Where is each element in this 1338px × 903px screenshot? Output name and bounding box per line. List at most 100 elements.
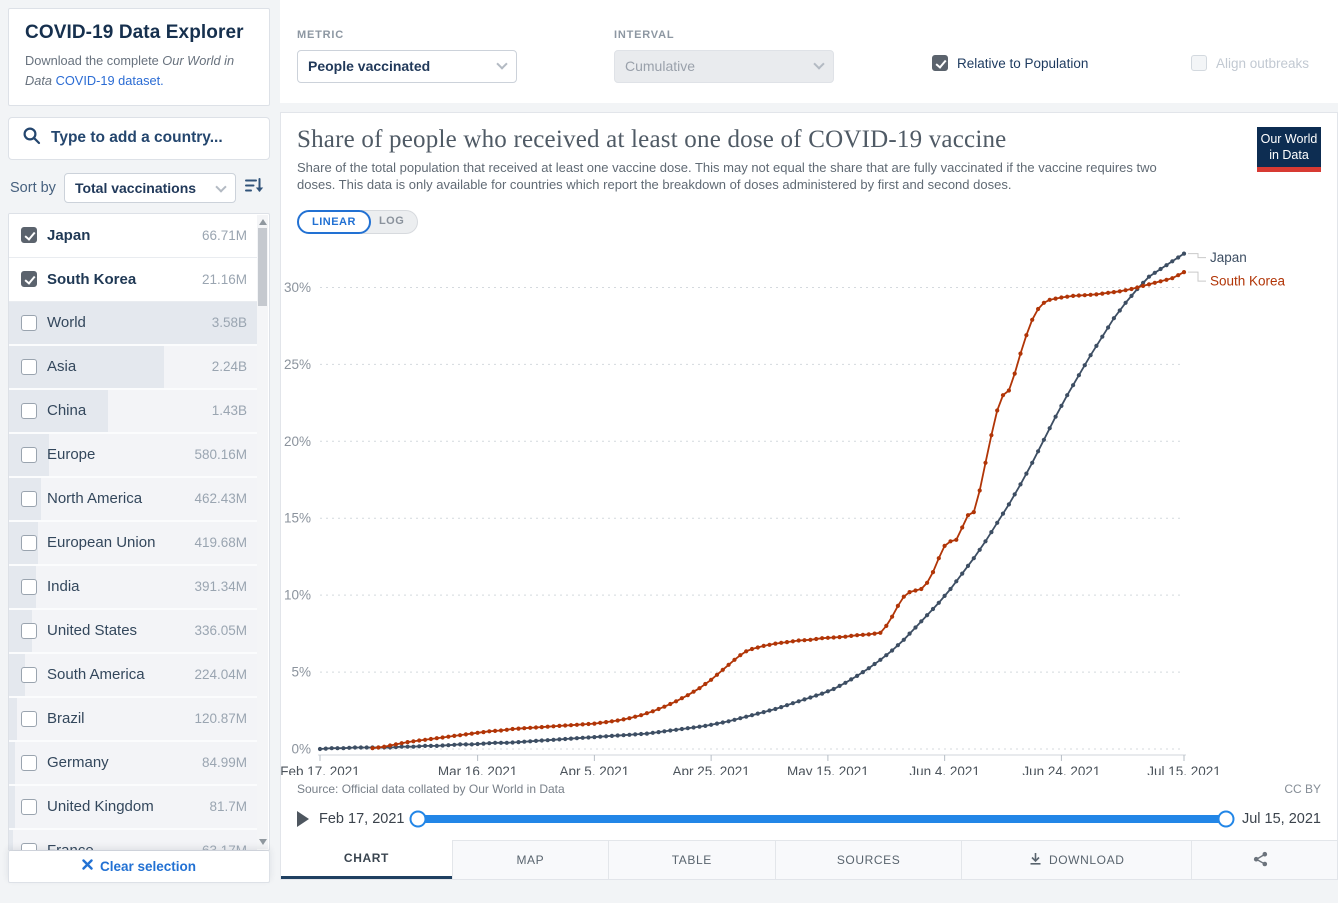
country-value: 21.16M	[201, 271, 247, 287]
svg-text:Jun 24, 2021: Jun 24, 2021	[1022, 764, 1100, 775]
country-checkbox[interactable]	[21, 358, 37, 375]
country-checkbox[interactable]	[21, 534, 37, 551]
logo-red-bar	[1257, 166, 1321, 172]
country-row[interactable]: World 3.58B	[9, 301, 257, 346]
svg-text:Apr 25, 2021: Apr 25, 2021	[672, 764, 749, 775]
country-row[interactable]: France 63.17M	[9, 829, 257, 851]
scroll-up-icon[interactable]	[259, 218, 267, 225]
metric-select[interactable]: People vaccinated	[297, 50, 517, 83]
country-checkbox[interactable]	[21, 402, 37, 419]
explorer-description: Download the complete Our World in Data …	[25, 53, 235, 88]
timeline-handle-start[interactable]	[409, 810, 427, 828]
country-name: World	[47, 314, 86, 332]
owid-logo[interactable]: Our World in Data	[1257, 127, 1321, 172]
country-checkbox[interactable]	[21, 842, 37, 850]
country-row[interactable]: India 391.34M	[9, 565, 257, 610]
country-row[interactable]: South Korea 21.16M	[9, 257, 257, 302]
country-value: 391.34M	[194, 579, 247, 595]
timeline-start-date: Feb 17, 2021	[319, 811, 405, 828]
country-row[interactable]: South America 224.04M	[9, 653, 257, 698]
country-list: Japan 66.71M South Korea 21.16M World 3.…	[8, 212, 270, 851]
country-value-bar	[9, 697, 18, 740]
license-link[interactable]: CC BY	[1284, 782, 1321, 797]
country-value-bar	[9, 301, 257, 344]
search-input[interactable]	[51, 129, 259, 148]
sort-direction-icon[interactable]	[244, 176, 264, 200]
svg-text:Jul 15, 2021: Jul 15, 2021	[1147, 764, 1221, 775]
country-row[interactable]: Japan 66.71M	[9, 213, 257, 258]
scrollbar-thumb[interactable]	[258, 227, 267, 306]
country-name: Japan	[47, 226, 91, 244]
tab-table[interactable]: TABLE	[607, 840, 775, 879]
tab-share[interactable]	[1190, 840, 1337, 879]
explorer-header-card: COVID-19 Data Explorer Download the comp…	[8, 8, 270, 106]
country-value: 84.99M	[201, 755, 247, 771]
country-value-bar	[9, 609, 33, 652]
country-checkbox[interactable]	[21, 578, 37, 595]
timeline-track[interactable]	[409, 810, 1235, 828]
country-checkbox[interactable]	[21, 490, 37, 507]
source-text: Source: Official data collated by Our Wo…	[297, 782, 565, 797]
sort-row: Sort by Total vaccinations	[10, 172, 270, 203]
country-checkbox[interactable]	[21, 271, 37, 288]
timeline: Feb 17, 2021 Jul 15, 2021	[297, 806, 1321, 832]
play-icon[interactable]	[297, 811, 309, 828]
country-value: 81.7M	[209, 799, 247, 815]
country-name: South America	[47, 666, 145, 684]
country-checkbox[interactable]	[21, 314, 37, 331]
source-row: Source: Official data collated by Our Wo…	[281, 780, 1337, 796]
country-row[interactable]: European Union 419.68M	[9, 521, 257, 566]
country-name: India	[47, 578, 80, 596]
dataset-link-2[interactable]: dataset.	[114, 72, 164, 88]
country-row[interactable]: Europe 580.16M	[9, 433, 257, 478]
country-search-box[interactable]	[8, 116, 270, 160]
country-row[interactable]: Asia 2.24B	[9, 345, 257, 390]
tab-map[interactable]: MAP	[451, 840, 608, 879]
relative-to-population-toggle[interactable]: Relative to Population	[932, 55, 1088, 71]
timeline-handle-end[interactable]	[1217, 810, 1235, 828]
country-name: North America	[47, 490, 143, 508]
country-value: 224.04M	[194, 667, 247, 683]
country-value: 462.43M	[194, 491, 247, 507]
interval-select[interactable]: Cumulative	[614, 50, 834, 83]
country-row[interactable]: United States 336.05M	[9, 609, 257, 654]
tab-download[interactable]: DOWNLOAD	[961, 840, 1191, 879]
linear-toggle-button[interactable]: LINEAR	[297, 210, 371, 235]
country-checkbox[interactable]	[21, 666, 37, 683]
country-value-bar	[9, 741, 15, 784]
country-value: 2.24B	[211, 359, 247, 375]
chart-card: Share of people who received at least on…	[280, 112, 1338, 880]
controls-bar: METRIC People vaccinated INTERVAL Cumula…	[280, 0, 1338, 103]
tab-sources[interactable]: SOURCES	[774, 840, 962, 879]
country-value: 3.58B	[211, 315, 247, 331]
svg-text:Jun 4, 2021: Jun 4, 2021	[909, 764, 980, 775]
country-name: Germany	[47, 754, 109, 772]
country-name: United Kingdom	[47, 798, 154, 816]
country-value: 66.71M	[201, 227, 247, 243]
country-name: France	[47, 842, 94, 851]
country-checkbox[interactable]	[21, 798, 37, 815]
country-name: Asia	[47, 358, 77, 376]
dataset-link[interactable]: COVID-19	[55, 72, 115, 88]
country-checkbox[interactable]	[21, 227, 37, 244]
country-checkbox[interactable]	[21, 754, 37, 771]
svg-text:10%: 10%	[284, 588, 311, 603]
country-row[interactable]: North America 462.43M	[9, 477, 257, 522]
svg-text:5%: 5%	[291, 665, 311, 680]
tab-chart[interactable]: CHART	[281, 840, 452, 879]
country-checkbox[interactable]	[21, 446, 37, 463]
country-row[interactable]: Germany 84.99M	[9, 741, 257, 786]
country-row[interactable]: China 1.43B	[9, 389, 257, 434]
country-checkbox[interactable]	[21, 622, 37, 639]
clear-selection-button[interactable]: Clear selection	[8, 850, 270, 883]
country-row[interactable]: Brazil 120.87M	[9, 697, 257, 742]
chevron-down-icon	[813, 58, 825, 70]
country-list-rows: Japan 66.71M South Korea 21.16M World 3.…	[9, 213, 257, 851]
svg-text:25%: 25%	[284, 357, 311, 372]
sort-select[interactable]: Total vaccinations	[63, 172, 236, 203]
scroll-down-icon[interactable]	[259, 838, 267, 845]
country-checkbox[interactable]	[21, 710, 37, 727]
country-row[interactable]: United Kingdom 81.7M	[9, 785, 257, 830]
scrollbar[interactable]	[257, 214, 268, 849]
relative-checkbox[interactable]	[932, 55, 948, 71]
